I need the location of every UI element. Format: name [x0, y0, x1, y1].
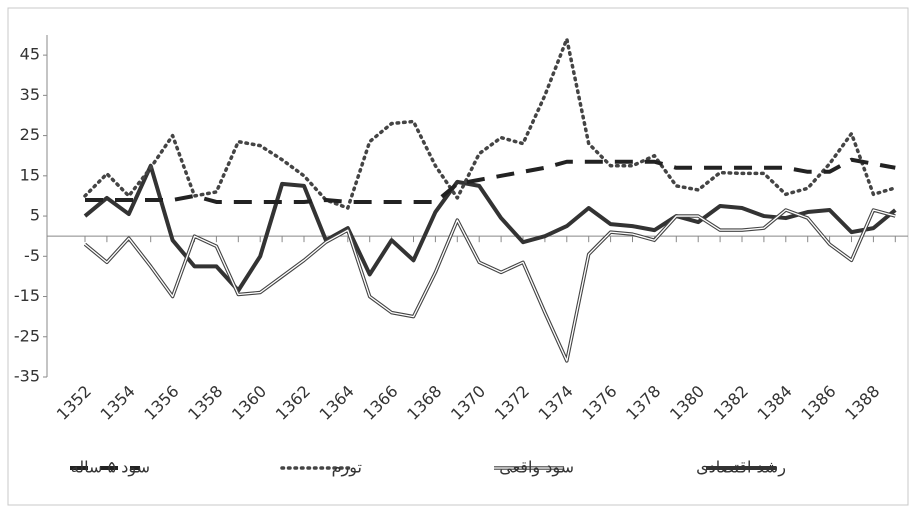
x-tick-label: 1368	[403, 382, 445, 424]
x-tick-label: 1388	[841, 382, 883, 424]
legend-label: سود ۵ ساله	[71, 458, 150, 478]
y-tick-label: 15	[20, 165, 40, 184]
series-line	[85, 39, 895, 208]
y-tick-label: 45	[20, 45, 40, 64]
chart: -35 -25 -15 -5 5 15 25 35 45 13521354135613581360…	[0, 0, 912, 510]
x-tick-label: 1364	[316, 382, 358, 424]
y-tick-label: 35	[20, 85, 40, 104]
x-tick-label: 1352	[53, 382, 95, 424]
y-tick-label: -5	[24, 246, 40, 265]
series-line	[85, 210, 895, 361]
x-tick-label: 1372	[491, 382, 533, 424]
y-tick-label: -25	[14, 326, 40, 345]
y-tick-label: -15	[14, 286, 40, 305]
page: -35 -25 -15 -5 5 15 25 35 45 13521354135613581360…	[0, 0, 912, 510]
x-tick-label: 1358	[184, 382, 226, 424]
x-tick-label: 1360	[228, 382, 270, 424]
x-tick-label: 1356	[140, 382, 182, 424]
y-tick-label: 5	[30, 206, 40, 225]
x-tick-label: 1384	[754, 382, 796, 424]
legend-label: تورم	[332, 458, 362, 478]
x-tick-label: 1380	[666, 382, 708, 424]
x-tick-label: 1362	[272, 382, 314, 424]
x-tick-label: 1370	[447, 382, 489, 424]
series-line-inner	[85, 210, 895, 361]
x-tick-label: 1374	[535, 382, 577, 424]
x-tick-label: 1354	[97, 382, 139, 424]
y-tick-label: -35	[14, 367, 40, 386]
x-tick-label: 1366	[359, 382, 401, 424]
legend-label: رشد اقتصادی	[696, 458, 786, 478]
x-tick-label: 1376	[578, 382, 620, 424]
x-tick-label: 1386	[797, 382, 839, 424]
y-tick-label: 25	[20, 125, 40, 144]
x-tick-label: 1378	[622, 382, 664, 424]
series-line	[85, 166, 895, 291]
x-tick-label: 1382	[710, 382, 752, 424]
legend-label: سود واقعی	[499, 458, 574, 478]
